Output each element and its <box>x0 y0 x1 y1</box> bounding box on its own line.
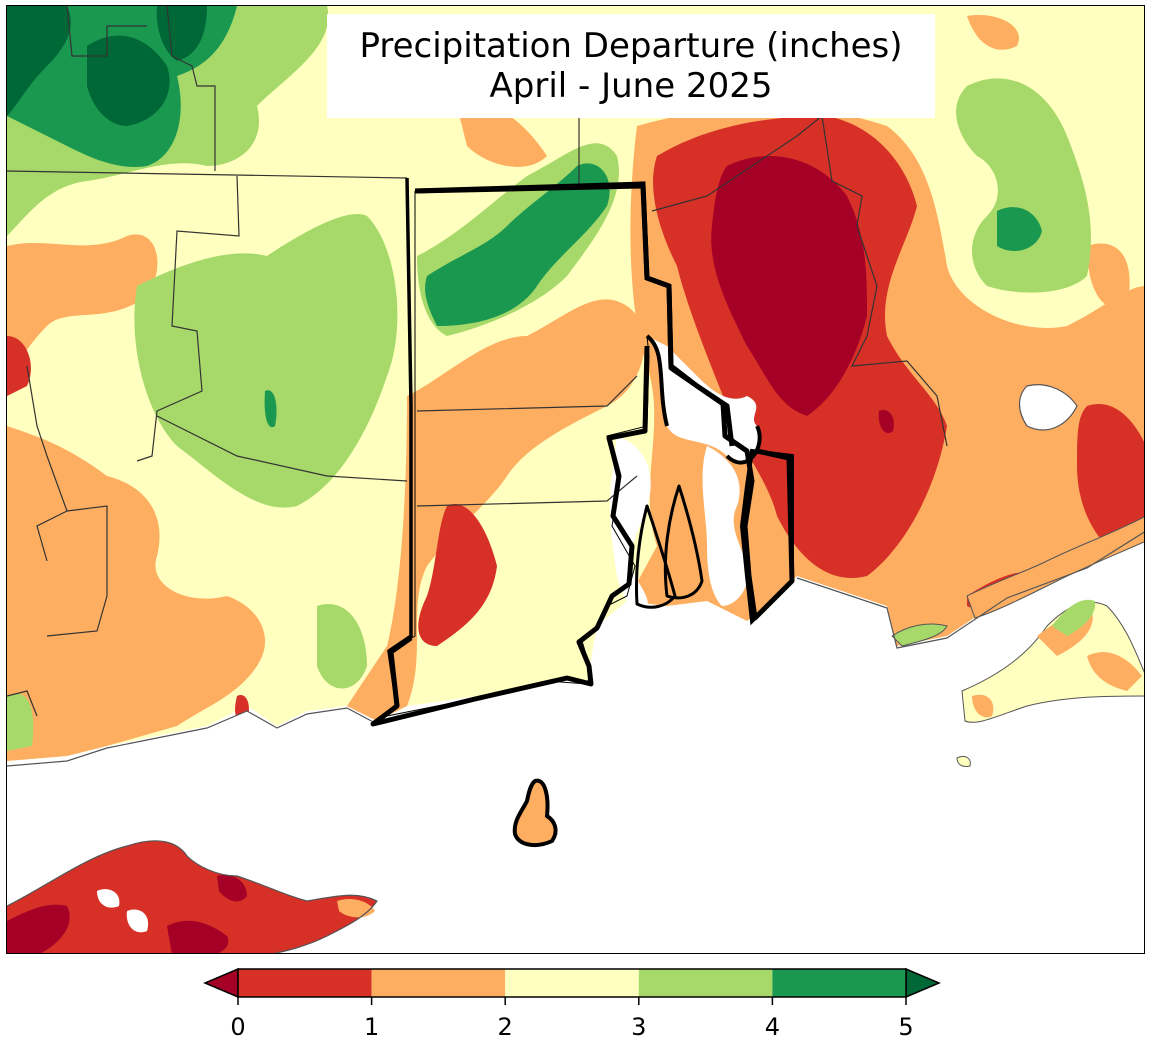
departure-over-5-zones <box>7 6 207 126</box>
colorbar-frame <box>237 968 907 998</box>
departure-below-0-zones <box>711 156 894 434</box>
colorbar-extend-low <box>203 967 239 999</box>
colorbar-bin <box>505 969 639 997</box>
colorbar-tick-label: 2 <box>498 1013 513 1041</box>
cape-islands <box>891 516 1144 767</box>
colorbar-tick-label: 0 <box>230 1013 245 1041</box>
map-panel: Precipitation Departure (inches) April -… <box>6 5 1145 954</box>
colorbar-extend-high <box>905 967 941 999</box>
colorbar-bin <box>371 969 506 997</box>
map-subtitle: April - June 2025 <box>489 66 773 106</box>
colorbar-ticks: 0 1 2 3 4 5 <box>230 997 914 1041</box>
precipitation-map <box>7 6 1144 953</box>
block-island <box>512 778 558 848</box>
colorbar-tick-label: 4 <box>765 1013 780 1041</box>
colorbar-tick-label: 3 <box>631 1013 646 1041</box>
county-boundaries <box>7 6 948 717</box>
colorbar-tick-label: 1 <box>364 1013 379 1041</box>
map-title-box: Precipitation Departure (inches) April -… <box>327 14 935 118</box>
colorbar-bins <box>203 967 941 999</box>
long-island <box>7 840 378 953</box>
map-title: Precipitation Departure (inches) <box>359 26 903 66</box>
colorbar-bin <box>238 969 372 997</box>
colorbar-legend: 0 1 2 3 4 5 <box>203 967 941 1041</box>
colorbar-bin <box>772 969 906 997</box>
colorbar-bin <box>638 969 773 997</box>
coastline <box>7 384 1144 767</box>
rhode-island-outline <box>370 183 795 727</box>
colorbar-tick-label: 5 <box>898 1013 913 1041</box>
